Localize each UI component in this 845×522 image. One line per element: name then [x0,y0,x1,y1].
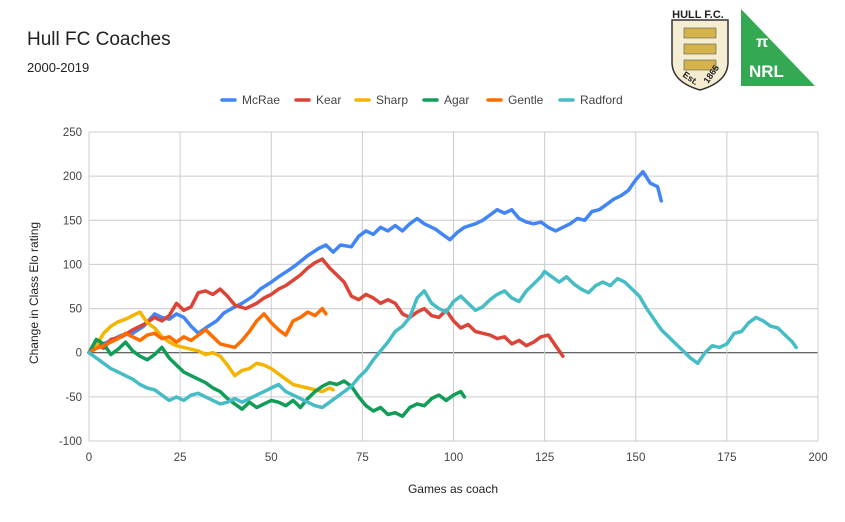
x-tick-label: 50 [265,452,278,464]
svg-text:NRL: NRL [749,62,784,81]
series-line-kear [87,257,565,358]
legend-label: Radford [580,93,623,107]
legend-item-agar: Agar [422,93,469,107]
x-tick-label: 75 [356,452,369,464]
y-tick-label: 50 [69,304,82,316]
y-tick-label: 100 [63,259,82,271]
series-line-gentle [87,306,328,355]
series-line-mcrae [87,169,664,355]
series-line-radford [87,269,798,410]
x-tick-label: 0 [86,452,92,464]
series-lines [87,169,798,419]
pi-nrl-logo: π NRL [741,9,815,86]
legend-item-kear: Kear [294,93,341,107]
x-tick-label: 150 [626,452,645,464]
svg-text:π: π [756,34,768,51]
y-tick-label: -100 [59,436,82,448]
x-tick-label: 25 [174,452,187,464]
y-tick-label: 0 [76,348,82,360]
legend: McRae Kear Sharp Agar Gentle Radford [220,93,623,107]
x-tick-label: 100 [444,452,463,464]
chart-subtitle: 2000-2019 [27,60,89,75]
y-tick-label: -50 [65,392,82,404]
legend-label: Kear [316,93,341,107]
y-axis-title: Change in Class Elo rating [27,222,41,364]
y-tick-label: 250 [63,127,82,139]
legend-label: McRae [242,93,280,107]
y-tick-label: 200 [63,171,82,183]
legend-item-gentle: Gentle [486,93,544,107]
x-tick-label: 175 [717,452,736,464]
y-axis-ticks: -100 -50 0 50 100 150 200 250 [59,127,82,448]
x-axis-ticks: 0 25 50 75 100 125 150 175 200 [86,452,828,464]
svg-text:HULL F.C.: HULL F.C. [672,9,724,21]
legend-label: Agar [444,93,469,107]
x-tick-label: 200 [808,452,827,464]
series-line-sharp [87,310,335,394]
legend-item-mcrae: McRae [220,93,280,107]
y-tick-label: 150 [63,215,82,227]
legend-item-sharp: Sharp [354,93,408,107]
legend-label: Gentle [508,93,544,107]
chart-title: Hull FC Coaches [27,29,171,50]
x-tick-label: 125 [535,452,554,464]
legend-label: Sharp [376,93,408,107]
legend-item-radford: Radford [558,93,623,107]
series-line-agar [87,337,467,419]
hull-fc-badge: HULL F.C. Est. 1865 [671,9,729,91]
x-axis-title: Games as coach [408,482,498,496]
